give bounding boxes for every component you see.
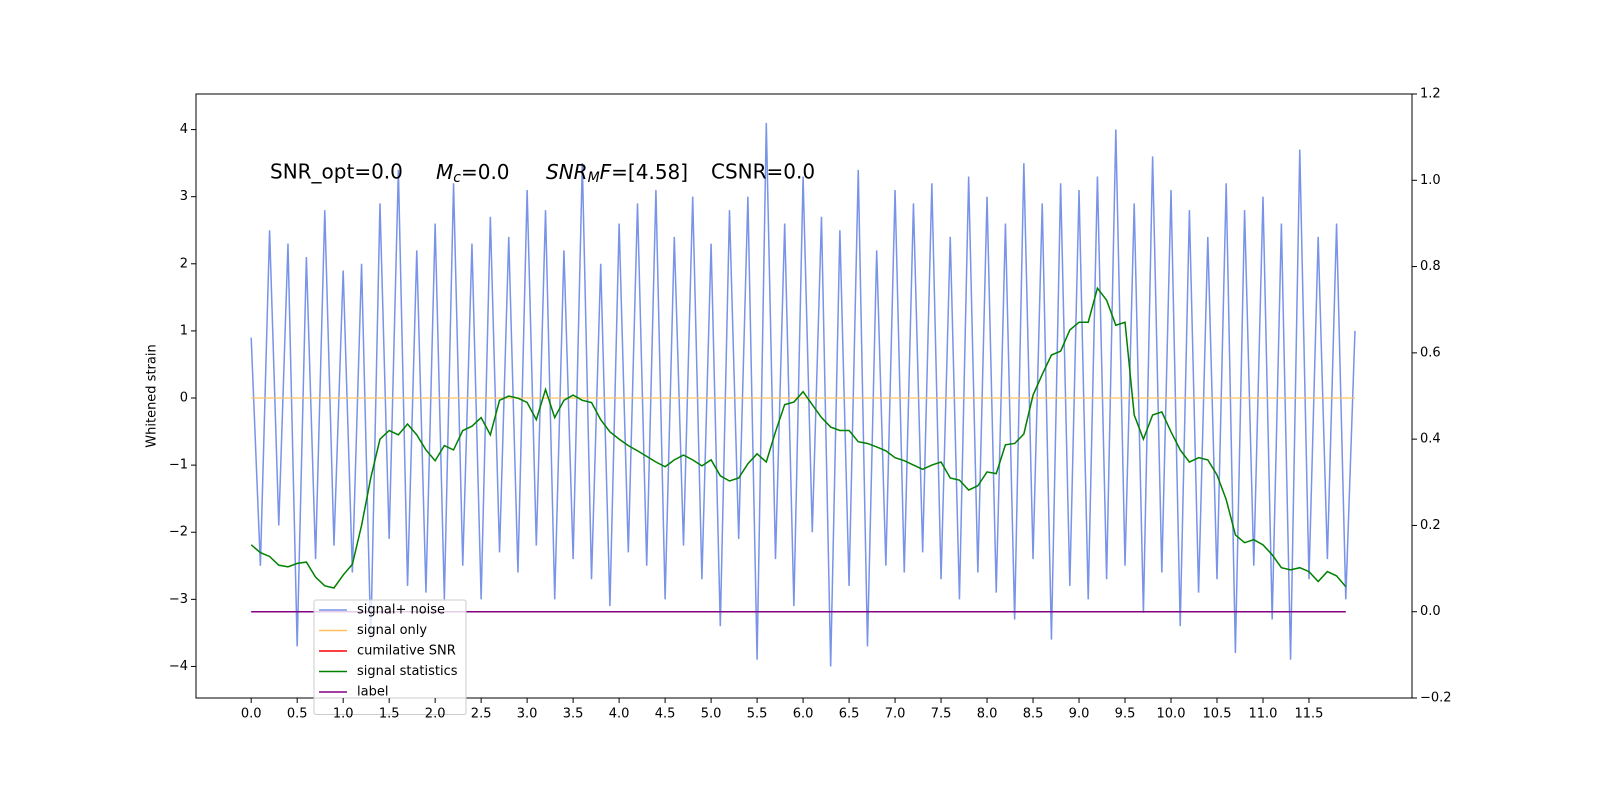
x-tick-label: 6.0 <box>793 707 814 722</box>
x-tick-label: 10.5 <box>1203 707 1232 722</box>
annotation-part: =[4.58] <box>611 160 688 184</box>
x-tick-label: 5.0 <box>701 707 722 722</box>
x-tick-label: 9.5 <box>1115 707 1136 722</box>
x-tick-label: 2.5 <box>471 707 492 722</box>
x-tick-label: 7.5 <box>931 707 952 722</box>
y2-tick-label: 0.6 <box>1420 345 1441 360</box>
x-tick-label: 8.5 <box>1023 707 1044 722</box>
legend-label: signal+ noise <box>357 603 445 618</box>
annotation-part: =0.0 <box>461 160 510 184</box>
x-tick-label: 5.5 <box>747 707 768 722</box>
x-tick-label: 8.0 <box>977 707 998 722</box>
y-tick-label: −3 <box>169 592 188 607</box>
y2-tick-label: 0.2 <box>1420 518 1441 533</box>
y-tick-label: 1 <box>180 323 188 338</box>
annotation-sub: M <box>588 170 600 186</box>
series-line <box>250 286 1347 589</box>
y-axis-label: Whitened strain <box>145 344 160 447</box>
series-line <box>250 122 1356 667</box>
y2-tick-label: 0.8 <box>1420 259 1441 274</box>
legend-frame <box>313 599 467 715</box>
x-tick-label: 1.5 <box>379 707 400 722</box>
y-tick-label: 0 <box>180 391 188 406</box>
annotation-part: F <box>600 160 612 184</box>
x-tick-label: 2.0 <box>425 707 446 722</box>
x-tick-label: 4.0 <box>609 707 630 722</box>
x-tick-label: 4.5 <box>655 707 676 722</box>
y-tick-label: −2 <box>169 525 188 540</box>
y-tick-label: 3 <box>180 189 188 204</box>
y2-tick-label: −0.2 <box>1420 691 1452 706</box>
y2-tick-label: 1.2 <box>1420 87 1441 102</box>
y2-tick-label: 0.4 <box>1420 432 1441 447</box>
y-tick-label: 4 <box>180 122 188 137</box>
annotation: SNRMF=[4.58] <box>546 160 688 187</box>
x-tick-label: 0.0 <box>241 707 262 722</box>
x-tick-label: 0.5 <box>287 707 308 722</box>
annotation: CSNR=0.0 <box>711 160 815 184</box>
plot-area <box>250 122 1356 667</box>
legend-label: signal only <box>357 623 427 638</box>
x-tick-label: 7.0 <box>885 707 906 722</box>
axes-frame <box>195 93 1413 699</box>
y-tick-label: −4 <box>169 659 188 674</box>
x-tick-label: 11.0 <box>1249 707 1278 722</box>
y2-tick-label: 0.0 <box>1420 604 1441 619</box>
y2-tick-label: 1.0 <box>1420 173 1441 188</box>
x-tick-label: 9.0 <box>1069 707 1090 722</box>
annotation-part: SNR <box>546 160 588 184</box>
legend: signal+ noise signal only cumilative SNR si… <box>313 599 467 715</box>
x-tick-label: 6.5 <box>839 707 860 722</box>
y-tick-label: −1 <box>169 458 188 473</box>
x-tick-label: 10.0 <box>1157 707 1186 722</box>
y-tick-label: 2 <box>180 256 188 271</box>
annotation: SNR_opt=0.0 <box>270 160 403 184</box>
x-tick-label: 3.5 <box>563 707 584 722</box>
x-tick-label: 3.0 <box>517 707 538 722</box>
legend-label: label <box>357 685 388 700</box>
legend-label: cumilative SNR <box>357 644 456 659</box>
annotation-part: M <box>436 160 453 184</box>
x-tick-label: 1.0 <box>333 707 354 722</box>
annotation: Mc=0.0 <box>436 160 510 187</box>
x-tick-label: 11.5 <box>1295 707 1324 722</box>
annotation-sub: c <box>453 170 461 186</box>
legend-label: signal statistics <box>357 664 458 679</box>
